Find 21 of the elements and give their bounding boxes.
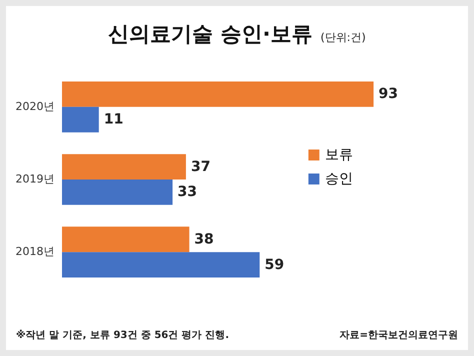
data-label: 11 xyxy=(104,112,124,128)
chart-title: 신의료기술 승인·보류 xyxy=(108,22,312,46)
bar xyxy=(62,226,190,252)
bar xyxy=(62,106,99,132)
legend-label: 보류 xyxy=(324,147,353,163)
text: ※작년 말 기준, 보류 93건 중 56건 평가 진행. xyxy=(16,328,230,342)
data-label: 59 xyxy=(264,256,284,273)
bar xyxy=(62,82,374,107)
y-tick-label: 2019년 xyxy=(16,172,54,186)
text: 자료=한국보건의료연구원 xyxy=(340,329,458,342)
data-label: 93 xyxy=(378,86,398,102)
y-tick-label: 2018년 xyxy=(16,245,54,258)
data-label: 37 xyxy=(190,158,210,175)
legend-label: 승인 xyxy=(324,171,353,187)
chart-subtitle: (단위:건) xyxy=(320,31,366,44)
bar xyxy=(62,252,260,278)
data-label: 33 xyxy=(178,184,198,200)
data-label: 38 xyxy=(194,231,214,248)
bar xyxy=(62,154,186,180)
y-tick-label: 2020년 xyxy=(16,100,54,113)
bar xyxy=(62,180,173,205)
